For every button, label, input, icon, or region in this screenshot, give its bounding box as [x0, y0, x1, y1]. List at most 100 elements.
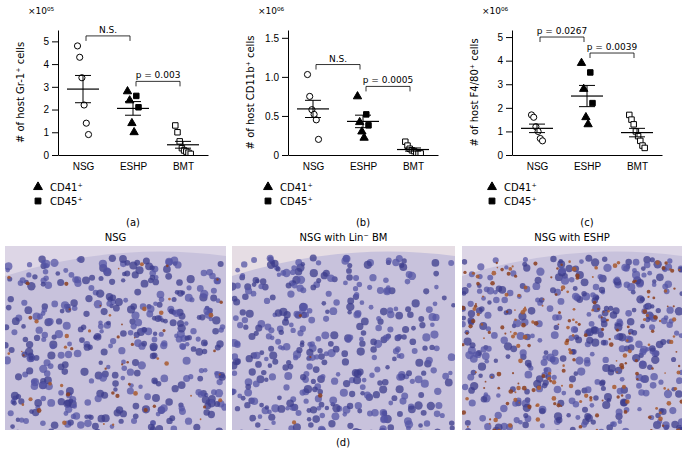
y-tick-label: 0	[497, 150, 503, 161]
stain-speck	[635, 359, 638, 362]
nucleus	[215, 345, 221, 351]
nucleus	[5, 262, 12, 270]
nucleus	[184, 321, 189, 326]
nucleus	[536, 268, 544, 276]
y-axis: 012345	[497, 31, 512, 161]
nucleus	[84, 399, 91, 406]
nucleus	[525, 371, 533, 379]
nucleus	[42, 260, 50, 268]
data-point	[77, 54, 83, 60]
y-tick-mark	[52, 155, 58, 156]
error-bar	[405, 148, 421, 151]
nucleus	[468, 387, 475, 394]
nucleus	[199, 368, 204, 373]
nucleus	[282, 319, 289, 326]
nucleus	[161, 340, 167, 346]
nucleus	[434, 285, 439, 290]
stain-speck	[121, 363, 123, 365]
nucleus	[134, 319, 142, 327]
nucleus	[83, 311, 89, 317]
nucleus	[382, 379, 389, 386]
stain-speck	[219, 300, 222, 303]
nucleus	[300, 374, 306, 380]
nucleus	[640, 361, 646, 367]
nucleus	[119, 419, 124, 424]
nucleus	[197, 376, 203, 382]
nucleus	[232, 371, 237, 377]
nuclei	[462, 255, 682, 430]
x-axis: NSGESHPBMT	[59, 155, 209, 172]
nucleus	[264, 324, 271, 331]
nucleus	[152, 394, 160, 402]
nucleus	[34, 399, 42, 407]
nucleus	[277, 395, 282, 400]
significance-bracket	[316, 65, 360, 70]
nucleus	[51, 421, 59, 429]
stain-speck	[646, 314, 649, 317]
nucleus	[269, 373, 276, 380]
nucleus	[477, 263, 484, 270]
nucleus	[396, 385, 404, 393]
stain-speck	[190, 395, 192, 397]
nucleus	[462, 321, 466, 327]
nucleus	[355, 402, 362, 409]
error-bar	[305, 100, 321, 117]
nucleus	[627, 318, 635, 326]
x-tick-label: NSG	[527, 161, 549, 172]
plot-area	[67, 43, 199, 155]
nucleus	[235, 406, 240, 411]
stain-speck	[621, 394, 624, 397]
stain-speck	[561, 285, 566, 290]
nucleus	[448, 371, 453, 376]
nucleus	[134, 370, 141, 377]
nucleus	[183, 375, 190, 382]
nucleus	[12, 317, 20, 325]
nucleus	[159, 297, 165, 303]
nucleus	[450, 425, 455, 430]
nucleus	[319, 427, 326, 430]
nucleus	[78, 327, 84, 333]
stain-speck	[489, 418, 491, 420]
nucleus	[46, 318, 53, 325]
nucleus	[74, 350, 82, 358]
stain-speck	[518, 402, 520, 404]
nucleus	[641, 272, 646, 277]
stain-speck	[65, 334, 69, 338]
nucleus	[268, 363, 273, 368]
nucleus	[624, 282, 630, 288]
stain-speck	[476, 282, 480, 286]
nucleus	[73, 412, 81, 420]
nucleus	[245, 384, 251, 390]
stain-speck	[625, 362, 627, 364]
nucleus	[241, 261, 247, 267]
stain-speck	[616, 328, 619, 331]
nucleus	[493, 257, 499, 263]
nucleus	[639, 361, 647, 369]
nucleus	[151, 352, 157, 358]
data-point	[577, 58, 585, 65]
stain-speck	[216, 278, 218, 280]
nucleus	[166, 418, 172, 424]
stain-speck	[579, 400, 582, 403]
nucleus	[191, 346, 197, 352]
nucleus	[415, 375, 423, 383]
nucleus	[620, 377, 625, 382]
stain-speck	[299, 314, 302, 317]
nucleus	[517, 294, 522, 299]
nucleus	[622, 428, 630, 430]
nucleus	[309, 354, 316, 361]
stain-speck	[475, 371, 477, 373]
nucleus	[41, 282, 46, 287]
x-tick-label: BMT	[403, 161, 424, 172]
nucleus	[40, 382, 47, 389]
nucleus	[487, 275, 493, 281]
nucleus	[664, 390, 672, 398]
nucleus	[128, 330, 134, 336]
nucleus	[584, 360, 591, 367]
nucleus	[636, 383, 642, 389]
y-tick: 3	[497, 79, 512, 90]
data-point	[136, 105, 141, 110]
nucleus	[387, 326, 393, 332]
y-tick-label: 5	[497, 32, 503, 43]
nucleus	[426, 306, 433, 313]
